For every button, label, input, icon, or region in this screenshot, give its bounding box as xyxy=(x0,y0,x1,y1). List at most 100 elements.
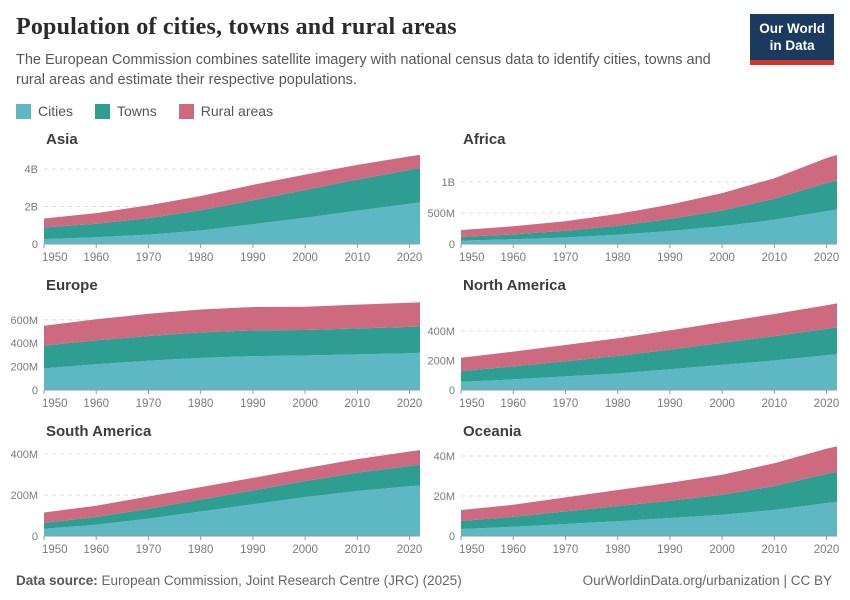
area-series-rural-areas[interactable] xyxy=(461,446,837,521)
area-series-rural-areas[interactable] xyxy=(44,302,420,346)
y-tick-label: 400M xyxy=(427,326,455,338)
x-tick-label: 1990 xyxy=(657,544,683,556)
x-tick-label: 2000 xyxy=(709,544,735,556)
area-series-cities[interactable] xyxy=(461,354,837,390)
y-tick-label: 200M xyxy=(427,355,455,367)
x-tick-label: 2020 xyxy=(397,252,423,264)
chart-canvas-europe[interactable]: 0 200M 400M 600M 1950 1960 1970 1980 1990 2000 201… xyxy=(10,295,423,413)
area-series-cities[interactable] xyxy=(461,209,837,244)
owid-logo-line1: Our World xyxy=(759,21,825,36)
chart-title: Africa xyxy=(463,131,506,148)
x-tick-label: 1980 xyxy=(188,544,214,556)
x-tick-label: 1970 xyxy=(136,544,162,556)
chart-canvas-oceania[interactable]: 0 20M 40M 1950 1960 1970 1980 1990 2000 2010 2020 xyxy=(431,441,840,559)
x-tick-label: 2010 xyxy=(762,398,788,410)
charts-grid: Asia 0 2B 4B 1950 1960 1970 1980 1990 2000 2010 202… xyxy=(10,121,840,559)
legend-swatch-icon xyxy=(16,103,31,119)
x-tick-label: 1950 xyxy=(42,398,68,410)
owid-logo-line2: in Data xyxy=(769,37,815,53)
area-series-cities[interactable] xyxy=(44,202,420,244)
legend-item-cities[interactable]: Cities xyxy=(16,103,73,119)
x-tick-label: 1950 xyxy=(42,544,68,556)
y-tick-label: 40M xyxy=(434,451,455,463)
y-tick-label: 4B xyxy=(25,164,38,176)
x-tick-label: 2000 xyxy=(292,398,318,410)
x-tick-label: 2020 xyxy=(814,398,840,410)
y-tick-label: 1B xyxy=(442,177,455,189)
header: Population of cities, towns and rural ar… xyxy=(14,12,838,90)
legend-item-towns[interactable]: Towns xyxy=(95,103,157,119)
area-series-cities[interactable] xyxy=(44,485,420,537)
x-tick-label: 1990 xyxy=(657,398,683,410)
area-series-towns[interactable] xyxy=(461,180,837,241)
chart-canvas-north-america[interactable]: 0 200M 400M 1950 1960 1970 1980 1990 2000 2010 202… xyxy=(427,295,840,413)
x-tick-label: 2010 xyxy=(762,252,788,264)
y-tick-label: 2B xyxy=(25,202,38,214)
x-tick-label: 2010 xyxy=(345,252,371,264)
x-tick-label: 2010 xyxy=(345,398,371,410)
x-tick-label: 2020 xyxy=(814,252,840,264)
chart-canvas-africa[interactable]: 0 500M 1B 1950 1960 1970 1980 1990 2000 2010 2020 xyxy=(427,149,840,267)
x-tick-label: 1960 xyxy=(500,252,526,264)
legend-swatch-icon xyxy=(178,103,194,119)
x-tick-label: 1990 xyxy=(657,252,683,264)
page-subtitle: The European Commission combines satelli… xyxy=(16,52,711,88)
data-source: Data source: European Commission, Joint … xyxy=(16,573,462,588)
legend-label: Cities xyxy=(38,103,74,119)
chart-panel-north-america: North America 0 200M 400M 1950 1960 1970 1980 19… xyxy=(427,267,840,413)
chart-panel-asia: Asia 0 2B 4B 1950 1960 1970 1980 1990 2000 2010 202… xyxy=(14,121,423,267)
area-series-rural-areas[interactable] xyxy=(44,154,420,228)
x-tick-label: 1970 xyxy=(553,544,579,556)
area-series-towns[interactable] xyxy=(461,472,837,529)
data-source-text: European Commission, Joint Research Cent… xyxy=(101,573,462,588)
area-series-towns[interactable] xyxy=(44,326,420,369)
x-tick-label: 2000 xyxy=(292,544,318,556)
area-series-cities[interactable] xyxy=(461,502,837,536)
chart-panel-europe: Europe 0 200M 400M 600M 1950 1960 1970 1980 1990 2… xyxy=(10,267,423,413)
chart-title: Asia xyxy=(46,131,78,148)
legend-item-rural-areas[interactable]: Rural areas xyxy=(178,103,273,119)
owid-logo[interactable]: Our World in Data xyxy=(750,14,834,65)
area-series-rural-areas[interactable] xyxy=(461,154,837,237)
y-tick-label: 0 xyxy=(32,385,38,397)
chart-panel-oceania: Oceania 0 20M 40M 1950 1960 1970 1980 1990 2000 20… xyxy=(431,413,840,559)
chart-canvas-asia[interactable]: 0 2B 4B 1950 1960 1970 1980 1990 2000 2010 2020 xyxy=(14,149,423,267)
chart-title: South America xyxy=(46,423,152,440)
y-tick-label: 0 xyxy=(32,239,38,251)
x-tick-label: 2000 xyxy=(709,252,735,264)
x-tick-label: 2020 xyxy=(397,398,423,410)
y-tick-label: 0 xyxy=(449,239,455,251)
x-tick-label: 2020 xyxy=(397,544,423,556)
x-tick-label: 1970 xyxy=(553,252,579,264)
chart-canvas-south-america[interactable]: 0 200M 400M 1950 1960 1970 1980 1990 2000 2010 202… xyxy=(10,441,423,559)
area-series-rural-areas[interactable] xyxy=(461,303,837,372)
x-tick-label: 1950 xyxy=(459,252,485,264)
chart-title: North America xyxy=(463,277,566,294)
credit-link-text[interactable]: OurWorldinData.org/urbanization | CC BY xyxy=(582,573,832,588)
x-tick-label: 1960 xyxy=(83,544,109,556)
y-tick-label: 200M xyxy=(10,362,38,374)
header-text: Population of cities, towns and rural ar… xyxy=(14,12,726,90)
x-tick-label: 2010 xyxy=(762,544,788,556)
area-series-towns[interactable] xyxy=(44,464,420,529)
x-tick-label: 1970 xyxy=(136,398,162,410)
area-series-rural-areas[interactable] xyxy=(44,450,420,523)
area-series-towns[interactable] xyxy=(44,168,420,240)
area-series-towns[interactable] xyxy=(461,327,837,382)
x-tick-label: 1970 xyxy=(136,252,162,264)
credit-link[interactable]: OurWorldinData.org/urbanization | CC BY xyxy=(583,573,832,588)
data-source-label: Data source: xyxy=(16,573,98,588)
footer: Data source: European Commission, Joint … xyxy=(14,565,838,588)
y-tick-label: 0 xyxy=(449,531,455,543)
x-tick-label: 1960 xyxy=(500,544,526,556)
chart-title: Europe xyxy=(46,277,98,294)
area-series-cities[interactable] xyxy=(44,352,420,390)
x-tick-label: 1990 xyxy=(240,252,266,264)
y-tick-label: 500M xyxy=(427,208,455,220)
y-tick-label: 0 xyxy=(32,531,38,543)
x-tick-label: 2020 xyxy=(814,544,840,556)
x-tick-label: 1980 xyxy=(188,398,214,410)
x-tick-label: 1950 xyxy=(459,398,485,410)
y-tick-label: 20M xyxy=(434,491,455,503)
